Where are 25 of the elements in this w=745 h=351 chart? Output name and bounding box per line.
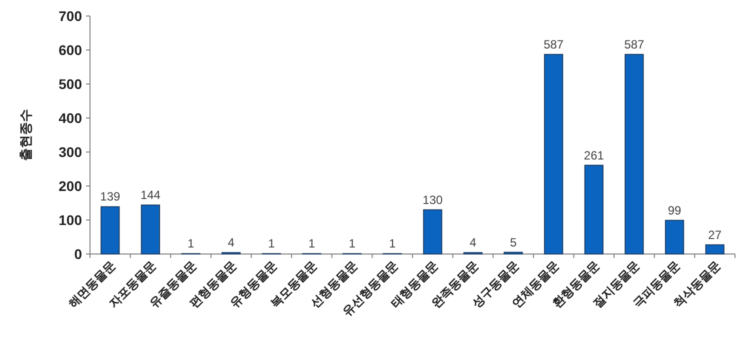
data-label: 5 [510,235,517,250]
y-tick-label: 400 [58,110,82,126]
y-tick-label: 300 [58,144,82,160]
data-label: 1 [348,236,356,251]
y-tick-label: 0 [74,246,82,262]
data-label: 130 [422,192,443,207]
data-label: 1 [268,236,276,251]
data-label: 587 [544,37,564,52]
data-label: 1 [308,236,316,251]
y-tick-label: 100 [58,212,82,228]
y-tick-label: 600 [58,42,82,58]
data-label: 587 [624,37,645,52]
data-label: 4 [228,236,235,250]
data-label: 99 [668,203,682,218]
data-label: 261 [584,148,604,162]
data-label: 1 [187,236,194,251]
y-tick-label: 500 [58,76,82,92]
y-tick-label: 200 [58,178,82,194]
data-label: 1 [389,236,396,251]
data-label: 4 [470,236,477,250]
y-tick-label: 700 [58,8,82,24]
y-axis-title: 출현종수 [18,109,33,161]
data-label: 144 [140,188,161,202]
data-label: 139 [100,190,120,204]
data-label: 27 [708,228,722,242]
